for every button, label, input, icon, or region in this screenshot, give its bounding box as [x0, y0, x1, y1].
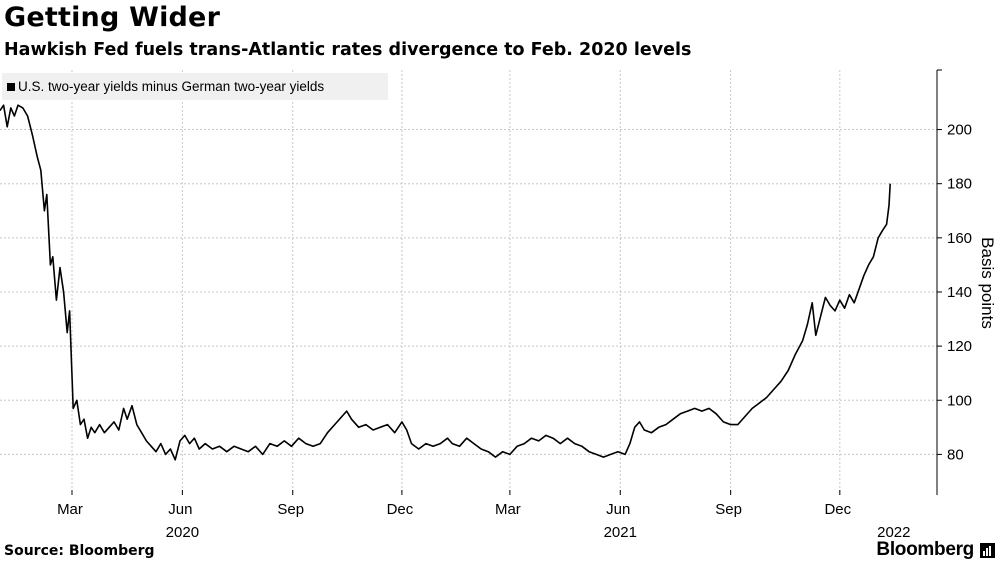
brand-wordmark: Bloomberg — [876, 539, 974, 560]
x-year-label: 2022 — [877, 524, 910, 541]
y-tick-label: 160 — [947, 230, 972, 247]
grid-lines — [0, 70, 937, 495]
y-tick-label: 200 — [947, 122, 972, 139]
x-tick-label: Sep — [277, 501, 304, 518]
axes — [71, 69, 942, 495]
series-line-us-minus-german-2y — [0, 104, 891, 461]
x-tick-label: Sep — [715, 501, 742, 518]
y-tick-label: 120 — [947, 338, 972, 355]
x-tick-label: Jun — [606, 501, 630, 518]
x-year-label: 2020 — [166, 524, 199, 541]
y-tick-label: 140 — [947, 284, 972, 301]
y-tick-label: 100 — [947, 392, 972, 409]
y-tick-label: 80 — [947, 446, 964, 463]
chart-title: Getting Wider — [4, 2, 221, 33]
x-tick-label: Dec — [824, 501, 851, 518]
chart-subtitle: Hawkish Fed fuels trans-Atlantic rates d… — [4, 40, 692, 60]
x-tick-label: Mar — [57, 501, 83, 518]
x-tick-label: Mar — [495, 501, 521, 518]
legend-label: U.S. two-year yields minus German two-ye… — [18, 79, 325, 94]
y-tick-label: 180 — [947, 176, 972, 193]
legend: U.S. two-year yields minus German two-ye… — [2, 73, 388, 100]
x-tick-label: Dec — [387, 501, 414, 518]
x-tick-label: Jun — [168, 501, 192, 518]
x-year-label: 2021 — [604, 524, 637, 541]
tick-labels: 80 100 120 140 160 180 200 Mar Jun Sep Dec Mar Jun Se… — [57, 122, 972, 541]
legend-swatch — [7, 82, 15, 91]
y-axis-label: Basis points — [978, 237, 997, 329]
brand-logo: Bloomberg — [876, 539, 995, 561]
source-note: Source: Bloomberg — [4, 543, 155, 559]
bar-chart-icon — [980, 542, 995, 558]
